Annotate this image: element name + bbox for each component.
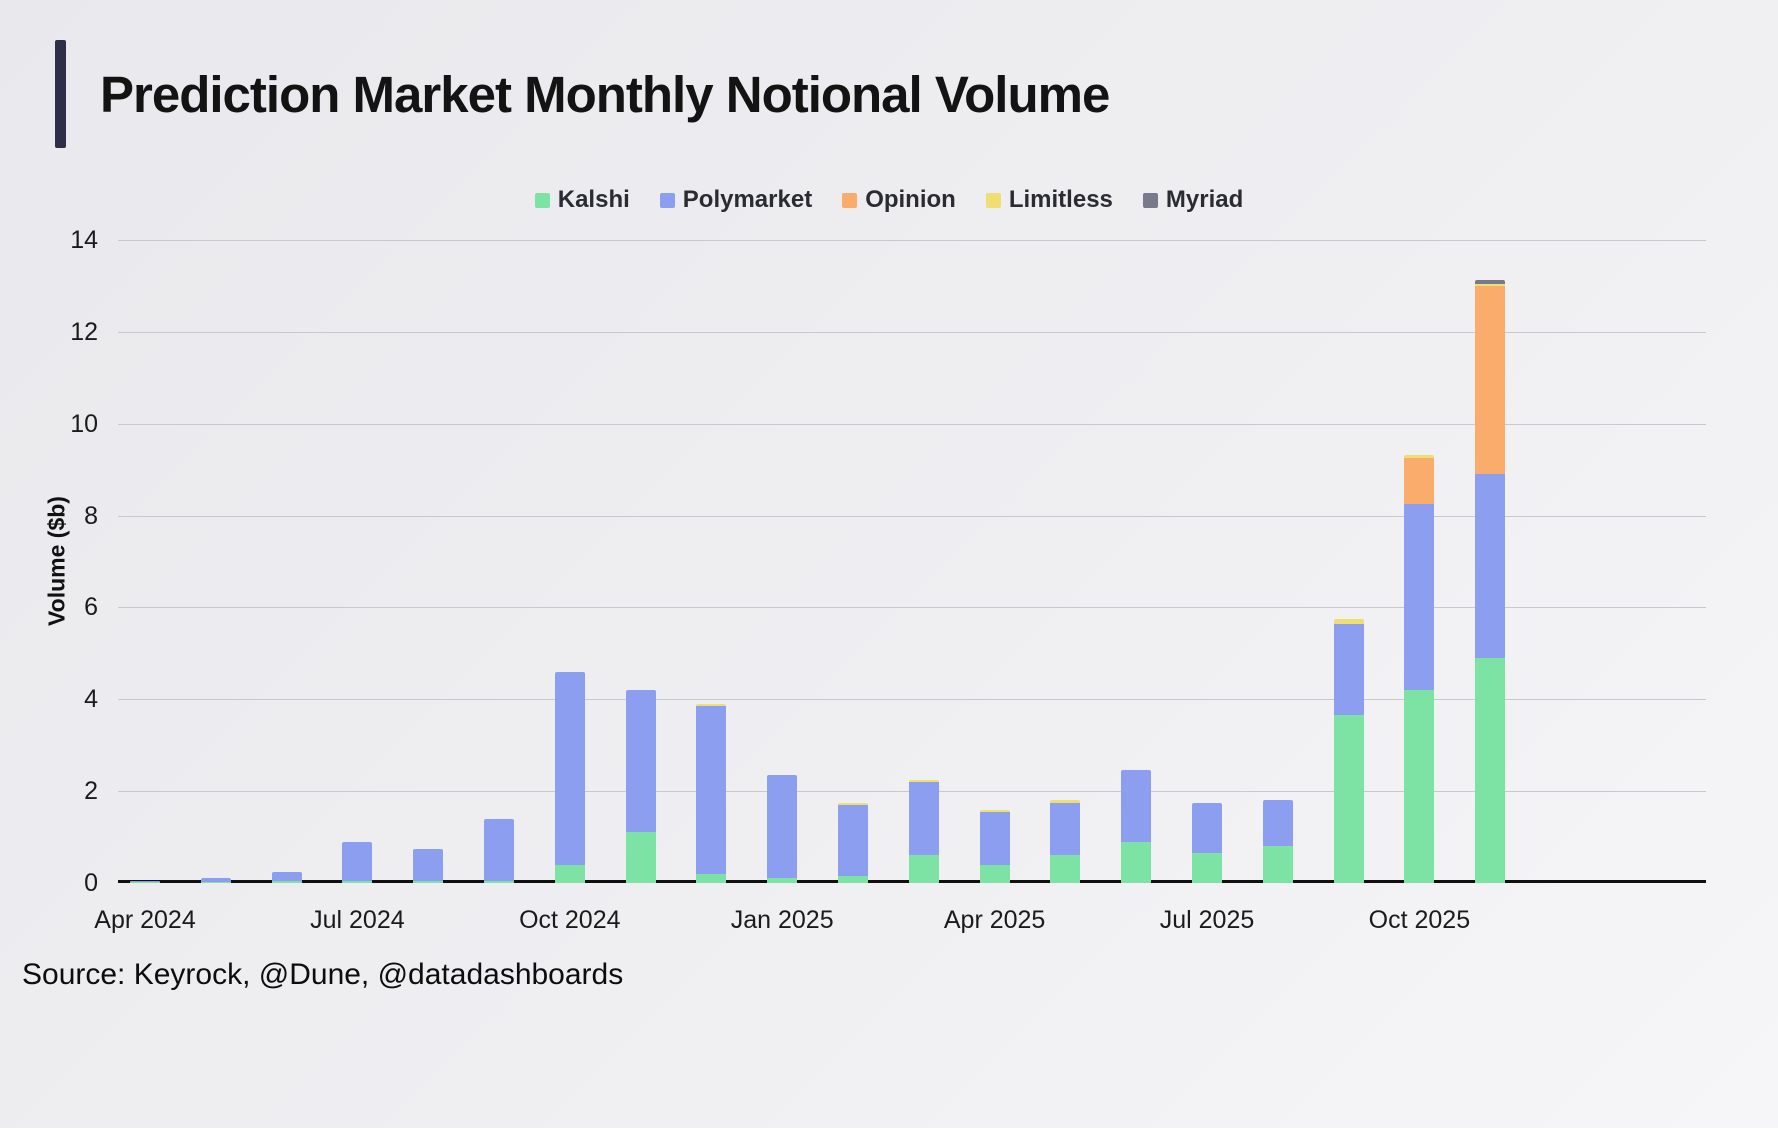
bar-segment-polymarket-oct-2024 xyxy=(554,671,585,865)
bar-segment-kalshi-may-2024 xyxy=(200,881,231,883)
bar-segment-limitless-apr-2025 xyxy=(979,809,1010,812)
chart-legend: Kalshi Polymarket Opinion Limitless Myriad xyxy=(0,186,1778,214)
bar-segment-kalshi-aug-2025 xyxy=(1262,846,1293,883)
bar-segment-polymarket-dec-2024 xyxy=(696,706,727,874)
legend-swatch-myriad-icon xyxy=(1142,192,1158,208)
bar-segment-polymarket-apr-2024 xyxy=(130,880,160,883)
bar-segment-kalshi-nov-2024 xyxy=(625,832,656,883)
bar-segment-polymarket-sep-2025 xyxy=(1333,623,1364,716)
bar-segment-limitless-oct-2025 xyxy=(1404,454,1435,459)
x-tick-label: Jan 2025 xyxy=(730,906,834,934)
x-tick-label: Oct 2025 xyxy=(1368,906,1471,934)
bar-segment-kalshi-jul-2025 xyxy=(1192,853,1222,883)
bar-segment-polymarket-may-2025 xyxy=(1050,802,1081,856)
x-tick-label: Apr 2025 xyxy=(943,906,1046,934)
y-tick-label: 4 xyxy=(84,685,98,714)
bar-segment-limitless-sep-2025 xyxy=(1333,618,1364,624)
y-tick-label: 12 xyxy=(70,317,98,346)
bar-segment-kalshi-nov-2025 xyxy=(1475,657,1506,883)
bar-segment-polymarket-feb-2025 xyxy=(838,804,868,877)
bar-segment-limitless-feb-2025 xyxy=(838,802,868,805)
bar-segment-kalshi-sep-2024 xyxy=(484,880,514,883)
legend-swatch-opinion-icon xyxy=(842,192,858,208)
footer-strip xyxy=(0,1128,1778,1142)
bar-segment-kalshi-sep-2025 xyxy=(1333,715,1364,883)
legend-item-polymarket: Polymarket xyxy=(659,186,813,214)
bar-segment-kalshi-jun-2024 xyxy=(271,880,302,883)
bar-segment-polymarket-nov-2024 xyxy=(625,690,656,833)
y-tick-label: 10 xyxy=(70,409,98,438)
y-tick-label: 14 xyxy=(70,226,98,254)
bar-segment-kalshi-dec-2024 xyxy=(696,873,727,883)
bar-segment-kalshi-may-2025 xyxy=(1050,855,1081,883)
bar-segment-polymarket-mar-2025 xyxy=(908,781,939,856)
bar-segment-kalshi-jul-2024 xyxy=(342,880,373,883)
chart-header: Prediction Market Monthly Notional Volum… xyxy=(55,40,1110,148)
bar-segment-limitless-dec-2024 xyxy=(696,703,727,707)
bar-segment-opinion-nov-2025 xyxy=(1475,285,1506,475)
bar-segment-polymarket-aug-2024 xyxy=(413,848,444,881)
bar-segment-limitless-nov-2025 xyxy=(1475,283,1506,286)
legend-swatch-kalshi-icon xyxy=(534,192,550,208)
legend-swatch-polymarket-icon xyxy=(659,192,675,208)
gridline xyxy=(118,240,1706,241)
x-tick-label: Oct 2024 xyxy=(519,906,621,934)
source-caption: Source: Keyrock, @Dune, @datadashboards xyxy=(22,958,624,991)
title-accent-bar xyxy=(55,40,66,148)
chart-title: Prediction Market Monthly Notional Volum… xyxy=(100,65,1110,123)
bar-segment-limitless-may-2025 xyxy=(1050,800,1081,803)
bar-segment-polymarket-nov-2025 xyxy=(1475,474,1506,658)
y-tick-label: 0 xyxy=(84,869,98,897)
legend-label-myriad: Myriad xyxy=(1165,186,1244,213)
gridline xyxy=(118,331,1706,333)
bar-segment-polymarket-may-2024 xyxy=(200,877,231,882)
gridline xyxy=(118,423,1706,425)
bar-segment-polymarket-jul-2025 xyxy=(1192,802,1222,854)
bar-segment-kalshi-jan-2025 xyxy=(767,878,798,883)
bar-segment-polymarket-aug-2025 xyxy=(1262,800,1293,847)
gridline xyxy=(118,699,1706,701)
bar-segment-polymarket-jan-2025 xyxy=(767,775,798,879)
gridline xyxy=(118,607,1706,609)
legend-swatch-limitless-icon xyxy=(985,192,1001,208)
bar-segment-myriad-nov-2025 xyxy=(1475,279,1506,284)
bar-segment-kalshi-mar-2025 xyxy=(908,855,939,883)
bar-segment-kalshi-aug-2024 xyxy=(413,880,444,883)
legend-item-kalshi: Kalshi xyxy=(534,186,630,214)
bar-segment-polymarket-jun-2024 xyxy=(271,872,302,881)
plot-area: 0 2 4 6 8 10 12 14 Apr 2024 Jul 2024 Oct 2024 Jan 2… xyxy=(70,226,1706,934)
bar-segment-kalshi-apr-2024 xyxy=(130,882,160,883)
bar-segment-polymarket-sep-2024 xyxy=(484,818,514,881)
bar-segment-kalshi-jun-2025 xyxy=(1121,841,1152,883)
bar-segment-polymarket-jul-2024 xyxy=(342,841,373,881)
legend-item-limitless: Limitless xyxy=(985,186,1113,214)
legend-label-kalshi: Kalshi xyxy=(557,186,630,213)
bar-segment-kalshi-feb-2025 xyxy=(838,876,868,883)
bar-segment-opinion-oct-2025 xyxy=(1404,458,1435,505)
gridline xyxy=(118,515,1706,517)
bar-segment-polymarket-jun-2025 xyxy=(1121,770,1152,842)
x-tick-label: Jul 2024 xyxy=(310,906,405,934)
x-tick-label: Jul 2025 xyxy=(1159,906,1255,934)
legend-label-polymarket: Polymarket xyxy=(682,186,813,213)
y-tick-label: 6 xyxy=(84,593,98,622)
legend-label-opinion: Opinion xyxy=(865,186,956,213)
y-tick-label: 8 xyxy=(84,501,98,530)
legend-item-opinion: Opinion xyxy=(842,186,956,214)
x-tick-label: Apr 2024 xyxy=(94,906,196,934)
bar-segment-kalshi-oct-2025 xyxy=(1404,690,1435,883)
legend-item-myriad: Myriad xyxy=(1142,186,1244,214)
y-tick-label: 2 xyxy=(84,777,98,806)
legend-label-limitless: Limitless xyxy=(1008,186,1113,213)
bar-segment-kalshi-oct-2024 xyxy=(554,864,585,883)
bar-segment-kalshi-apr-2025 xyxy=(979,864,1010,883)
bar-segment-polymarket-oct-2025 xyxy=(1404,504,1435,691)
bar-segment-polymarket-apr-2025 xyxy=(979,811,1010,865)
bar-segment-limitless-mar-2025 xyxy=(908,779,939,782)
